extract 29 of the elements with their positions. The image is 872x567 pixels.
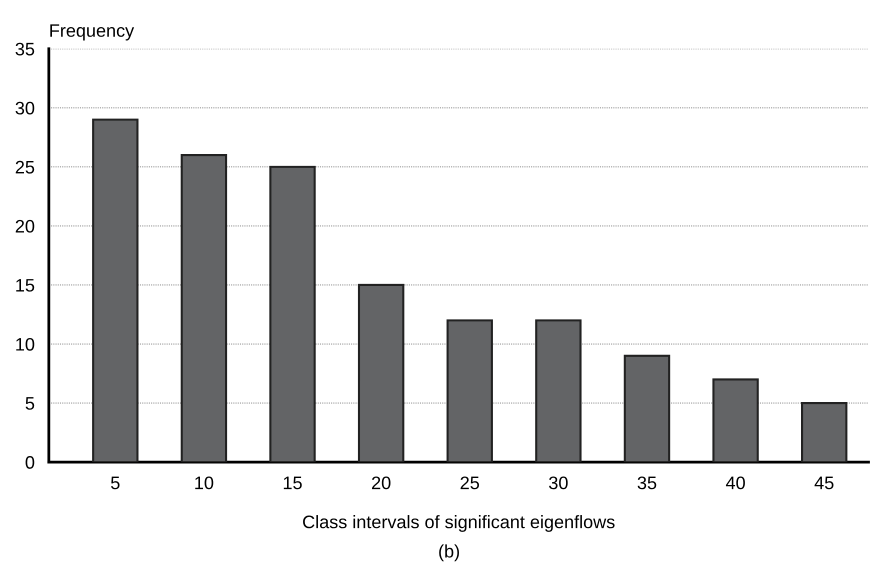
- y-tick-label: 15: [16, 279, 34, 292]
- bar: [801, 402, 848, 462]
- x-tick-label: 15: [284, 476, 302, 490]
- bar: [269, 166, 316, 462]
- x-tick-label: 5: [110, 476, 120, 490]
- bar: [180, 154, 228, 462]
- x-tick-label: 25: [460, 476, 480, 490]
- bar: [446, 319, 493, 462]
- text: (b): [439, 544, 459, 562]
- bar: [92, 118, 138, 462]
- y-tick-label: 20: [16, 220, 34, 233]
- y-tick-label: 30: [16, 102, 34, 115]
- x-tick-label: 35: [638, 476, 656, 490]
- y-tick-label: 25: [16, 160, 34, 174]
- bar: [712, 378, 759, 462]
- x-tick-label: 10: [195, 476, 214, 490]
- bar: [624, 354, 670, 462]
- y-tick-label: 5: [26, 397, 34, 410]
- x-tick-label: 30: [549, 476, 568, 490]
- bar: [535, 319, 582, 462]
- bar: [358, 284, 404, 462]
- y-tick-label: 35: [16, 42, 34, 56]
- x-tick-label: 20: [372, 476, 390, 490]
- x-axis-title: Class intervals of significant eigenflows: [303, 515, 615, 532]
- x-tick-label: 45: [814, 476, 834, 490]
- y-tick-label: 0: [26, 456, 34, 469]
- y-tick-label: 10: [16, 338, 34, 351]
- y-axis-title: Frequency: [50, 24, 134, 40]
- x-tick-label: 40: [726, 476, 745, 490]
